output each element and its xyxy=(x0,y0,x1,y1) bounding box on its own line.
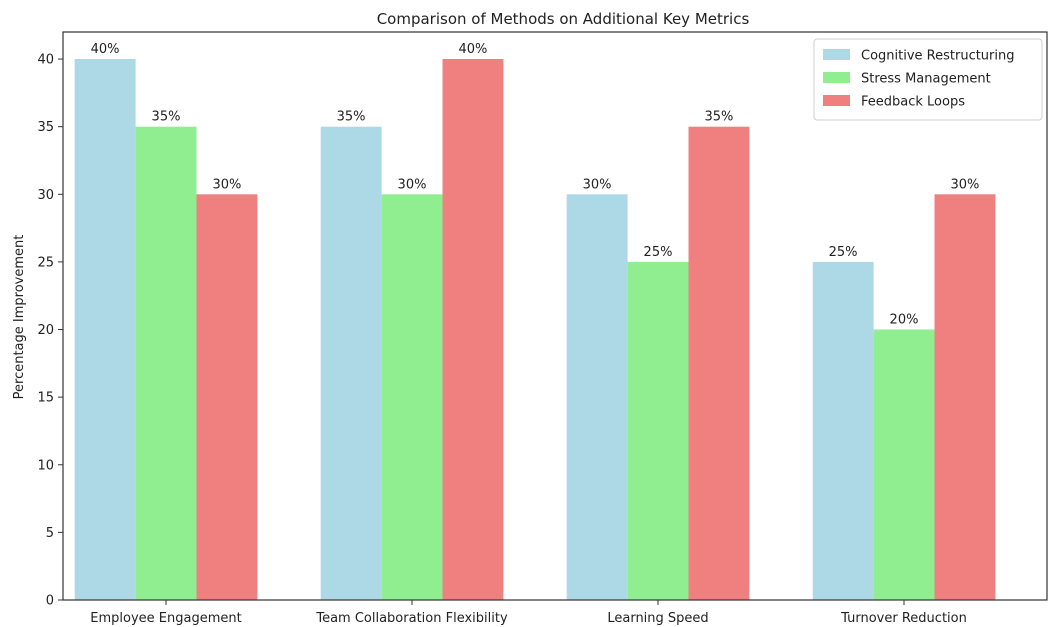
y-axis-label: Percentage Improvement xyxy=(12,235,27,400)
bar-stress-management-team-collaboration-flexibility xyxy=(381,194,443,601)
bar-cognitive-restructuring-learning-speed xyxy=(566,194,628,601)
x-tick-label-team-collaboration-flexibility: Team Collaboration Flexibility xyxy=(315,611,508,626)
legend-label-cognitive-restructuring: Cognitive Restructuring xyxy=(861,49,1015,64)
legend-swatch-stress-management xyxy=(823,72,850,83)
bar-feedback-loops-employee-engagement xyxy=(196,194,258,601)
legend-label-stress-management: Stress Management xyxy=(861,72,991,87)
y-tick-label: 5 xyxy=(46,526,54,541)
data-label-stress-management-learning-speed: 25% xyxy=(644,245,673,260)
bars-layer xyxy=(74,59,996,601)
legend-swatch-cognitive-restructuring xyxy=(823,49,850,60)
x-tick-label-employee-engagement: Employee Engagement xyxy=(90,611,241,626)
legend-box xyxy=(813,38,1043,121)
bar-feedback-loops-team-collaboration-flexibility xyxy=(442,59,504,600)
y-tick-label: 30 xyxy=(37,188,54,203)
plot-frame xyxy=(62,31,1048,601)
bar-cognitive-restructuring-turnover-reduction xyxy=(812,261,874,600)
data-label-feedback-loops-turnover-reduction: 30% xyxy=(950,177,979,192)
data-label-cognitive-restructuring-learning-speed: 30% xyxy=(583,177,612,192)
bar-stress-management-learning-speed xyxy=(627,261,689,600)
y-tick-label: 15 xyxy=(37,391,54,406)
data-label-feedback-loops-team-collaboration-flexibility: 40% xyxy=(458,42,487,57)
y-tick-label: 0 xyxy=(46,594,54,609)
data-label-stress-management-turnover-reduction: 20% xyxy=(890,313,919,328)
data-label-feedback-loops-employee-engagement: 30% xyxy=(212,177,241,192)
chart-title: Comparison of Methods on Additional Key … xyxy=(377,10,750,28)
legend-swatch-feedback-loops xyxy=(823,95,850,106)
data-label-stress-management-employee-engagement: 35% xyxy=(152,110,181,125)
bar-stress-management-turnover-reduction xyxy=(873,329,935,600)
x-tick-label-learning-speed: Learning Speed xyxy=(607,611,708,626)
y-tick-label: 10 xyxy=(37,458,54,473)
bar-stress-management-employee-engagement xyxy=(135,126,197,600)
axes-layer: 0 5 10 15 20 25 30 35 40 Employee Engagement Team … xyxy=(37,31,1048,626)
data-label-stress-management-team-collaboration-flexibility: 30% xyxy=(398,177,427,192)
y-tick-label: 20 xyxy=(37,323,54,338)
x-tick-label-turnover-reduction: Turnover Reduction xyxy=(840,611,967,626)
bar-feedback-loops-turnover-reduction xyxy=(934,194,996,601)
data-label-cognitive-restructuring-team-collaboration-flexibility: 35% xyxy=(337,110,366,125)
y-tick-label: 25 xyxy=(37,255,54,270)
legend-label-feedback-loops: Feedback Loops xyxy=(861,95,965,110)
bar-feedback-loops-learning-speed xyxy=(688,126,750,600)
data-label-cognitive-restructuring-turnover-reduction: 25% xyxy=(829,245,858,260)
data-label-feedback-loops-learning-speed: 35% xyxy=(704,110,733,125)
bar-cognitive-restructuring-employee-engagement xyxy=(74,59,136,600)
bar-cognitive-restructuring-team-collaboration-flexibility xyxy=(320,126,382,600)
y-tick-label: 35 xyxy=(37,120,54,135)
data-labels-layer: 40% 35% 30% 25% 35% 30% 25% 20% 30% 40% 35% 30% xyxy=(91,42,980,328)
data-label-cognitive-restructuring-employee-engagement: 40% xyxy=(91,42,120,57)
y-tick-label: 40 xyxy=(37,53,54,68)
legend: Cognitive Restructuring Stress Management… xyxy=(813,38,1043,121)
